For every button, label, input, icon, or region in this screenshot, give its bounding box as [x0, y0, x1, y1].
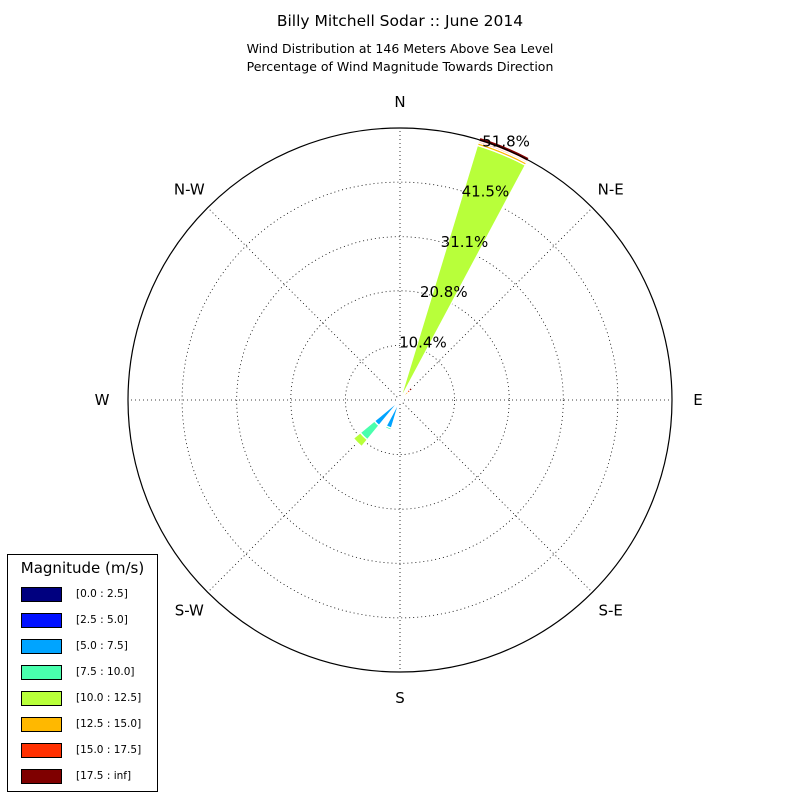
legend-item: [12.5 : 15.0]	[21, 717, 157, 732]
legend-item: [5.0 : 7.5]	[21, 639, 157, 654]
direction-label: N	[394, 93, 405, 111]
legend-swatch	[21, 665, 62, 680]
legend-swatch	[21, 769, 62, 784]
radial-tick-label: 31.1%	[441, 233, 489, 251]
wind-bar-segment	[406, 394, 411, 399]
legend-swatch	[21, 691, 62, 706]
legend-item: [7.5 : 10.0]	[21, 665, 157, 680]
radial-tick-label: 10.4%	[399, 334, 447, 352]
legend-swatch	[21, 613, 62, 628]
wind-bar-segment	[384, 424, 393, 432]
legend-label: [5.0 : 7.5]	[76, 640, 128, 652]
grid-ring	[344, 344, 456, 456]
legend: Magnitude (m/s) [0.0 : 2.5] [2.5 : 5.0] [5…	[7, 554, 158, 792]
legend-label: [7.5 : 10.0]	[76, 666, 135, 678]
direction-label: E	[693, 391, 702, 409]
legend-label: [15.0 : 17.5]	[76, 744, 142, 756]
direction-label: N-W	[174, 180, 205, 198]
direction-label: W	[95, 391, 110, 409]
grid-ring	[236, 236, 564, 564]
direction-label: S-W	[175, 602, 204, 620]
direction-label: S	[395, 689, 405, 707]
grid-ring	[290, 290, 510, 510]
radial-tick-label: 20.8%	[420, 283, 468, 301]
grid-ring	[181, 181, 619, 619]
polar-frame	[127, 127, 673, 673]
legend-item: [2.5 : 5.0]	[21, 613, 157, 628]
direction-label: N-E	[598, 180, 624, 198]
polar-grid	[128, 128, 672, 672]
grid-spoke	[399, 399, 593, 593]
wind-bar-segment	[407, 386, 414, 393]
legend-label: [2.5 : 5.0]	[76, 614, 128, 626]
legend-swatch	[21, 639, 62, 654]
wind-bar-segment	[352, 431, 369, 448]
radial-tick-labels: 10.4% 20.8% 31.1% 41.5% 51.8%	[399, 133, 530, 352]
legend-item: [10.0 : 12.5]	[21, 691, 157, 706]
direction-labels: N N-E E S-E S S-W W N-W	[95, 93, 703, 707]
radial-tick-label: 41.5%	[462, 183, 510, 201]
legend-title: Magnitude (m/s)	[20, 559, 145, 577]
legend-label: [12.5 : 15.0]	[76, 718, 142, 730]
legend-label: [0.0 : 2.5]	[76, 588, 128, 600]
legend-swatch	[21, 717, 62, 732]
legend-item: [15.0 : 17.5]	[21, 743, 157, 758]
chart-title: Billy Mitchell Sodar :: June 2014	[276, 12, 524, 30]
grid-spoke	[207, 207, 401, 401]
legend-item: [0.0 : 2.5]	[21, 587, 157, 602]
legend-swatch	[21, 743, 62, 758]
legend-label: [17.5 : inf]	[76, 770, 132, 782]
chart-subtitle-line2: Percentage of Wind Magnitude Towards Dir…	[246, 59, 554, 74]
legend-item: [17.5 : inf]	[21, 769, 157, 784]
chart-subtitle-line1: Wind Distribution at 146 Meters Above Se…	[246, 41, 554, 56]
legend-label: [10.0 : 12.5]	[76, 692, 142, 704]
direction-label: S-E	[599, 602, 623, 620]
radial-tick-label: 51.8%	[482, 133, 530, 151]
grid-spoke	[399, 207, 593, 401]
grid-spoke	[207, 399, 401, 593]
legend-swatch	[21, 587, 62, 602]
